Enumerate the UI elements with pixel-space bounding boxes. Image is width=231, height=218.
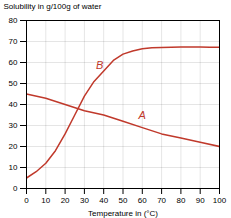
svg-text:80: 80 — [176, 196, 185, 205]
svg-text:B: B — [96, 59, 103, 71]
svg-text:20: 20 — [61, 196, 70, 205]
svg-text:100: 100 — [213, 196, 227, 205]
svg-text:0: 0 — [24, 196, 29, 205]
svg-text:40: 40 — [9, 100, 18, 109]
svg-text:70: 70 — [157, 196, 166, 205]
svg-text:90: 90 — [196, 196, 205, 205]
svg-text:60: 60 — [138, 196, 147, 205]
svg-text:80: 80 — [9, 16, 18, 25]
svg-text:20: 20 — [9, 142, 18, 151]
svg-text:Solubility in g/100g of water: Solubility in g/100g of water — [4, 2, 102, 11]
svg-text:10: 10 — [41, 196, 50, 205]
svg-text:0: 0 — [13, 184, 18, 193]
svg-text:50: 50 — [119, 196, 128, 205]
svg-text:Temperature in (°C): Temperature in (°C) — [88, 209, 158, 218]
svg-text:40: 40 — [99, 196, 108, 205]
svg-text:60: 60 — [9, 58, 18, 67]
svg-text:30: 30 — [9, 121, 18, 130]
svg-text:30: 30 — [80, 196, 89, 205]
svg-text:10: 10 — [9, 163, 18, 172]
svg-text:A: A — [137, 109, 145, 121]
svg-text:70: 70 — [9, 37, 18, 46]
svg-text:50: 50 — [9, 79, 18, 88]
